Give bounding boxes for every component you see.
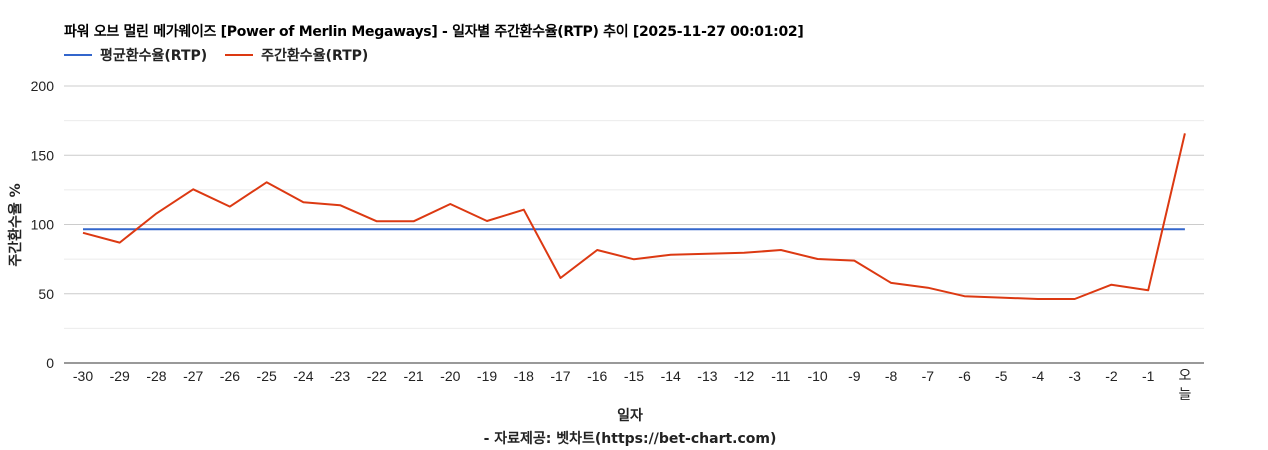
legend-item-average-rtp[interactable]: 평균환수율(RTP): [64, 45, 207, 65]
x-tick-label: -7: [922, 368, 935, 384]
x-tick-label: -1: [1142, 368, 1155, 384]
x-tick-label: -16: [587, 368, 607, 384]
x-tick-label: -11: [771, 368, 790, 384]
x-tick-label: -27: [183, 368, 203, 384]
x-tick-label: -29: [110, 368, 130, 384]
legend-label-weekly: 주간환수율(RTP): [261, 48, 369, 64]
x-tick-label: -22: [367, 368, 387, 384]
x-tick-label: 오: [1178, 367, 1191, 383]
weekly-rtp-line[interactable]: [82, 133, 1186, 300]
x-tick-label: -12: [734, 368, 754, 384]
x-tick-label: -5: [995, 368, 1008, 384]
x-tick-label: -10: [807, 368, 827, 384]
x-tick-label: 늘: [1178, 386, 1191, 402]
legend-swatch-average-icon: [64, 54, 92, 56]
y-tick-label: 200: [31, 78, 55, 94]
y-tick-label: 100: [31, 217, 55, 233]
x-tick-label: -4: [1032, 368, 1045, 384]
legend: 평균환수율(RTP) 주간환수율(RTP): [64, 45, 368, 65]
series-lines: [82, 133, 1186, 300]
x-tick-label: -15: [624, 368, 644, 384]
x-tick-label: -3: [1068, 368, 1081, 384]
x-tick-label: -14: [661, 368, 681, 384]
x-tick-label: -9: [848, 368, 861, 384]
x-tick-label: -8: [885, 368, 898, 384]
x-tick-label: -25: [257, 368, 277, 384]
x-tick-label: -20: [440, 368, 460, 384]
gridlines: [64, 85, 1204, 329]
source-credit: - 자료제공: 벳차트(https://bet-chart.com): [483, 431, 777, 447]
y-tick-label: 50: [38, 286, 54, 302]
legend-item-weekly-rtp[interactable]: 주간환수율(RTP): [225, 45, 368, 65]
x-tick-label: -6: [958, 368, 971, 384]
x-tick-label: -21: [403, 368, 423, 384]
y-axis-title: 주간환수율 %: [7, 183, 24, 266]
y-tick-label: 150: [31, 147, 55, 163]
x-tick-label: -23: [330, 368, 350, 384]
x-tick-label: -24: [293, 368, 313, 384]
x-tick-label: -17: [550, 368, 570, 384]
chart-title: 파워 오브 멀린 메가웨이즈 [Power of Merlin Megaways…: [64, 24, 804, 40]
x-tick-label: -28: [146, 368, 166, 384]
x-tick-label: -30: [73, 368, 93, 384]
x-tick-label: -19: [477, 368, 497, 384]
legend-label-average: 평균환수율(RTP): [100, 48, 208, 64]
x-tick-label: -26: [220, 368, 240, 384]
x-axis-title: 일자: [617, 408, 643, 424]
legend-swatch-weekly-icon: [225, 54, 254, 56]
x-tick-label: -2: [1105, 368, 1118, 384]
x-tick-label: -18: [514, 368, 534, 384]
x-axis-ticks: -30 -29 -28 -27 -26 -25 -24 -23 -22 -21 -20 -19 -18-…: [73, 367, 1192, 402]
x-tick-label: -13: [697, 368, 717, 384]
y-axis-ticks: 0 50 100 150 200: [31, 78, 55, 371]
y-tick-label: 0: [46, 355, 54, 371]
